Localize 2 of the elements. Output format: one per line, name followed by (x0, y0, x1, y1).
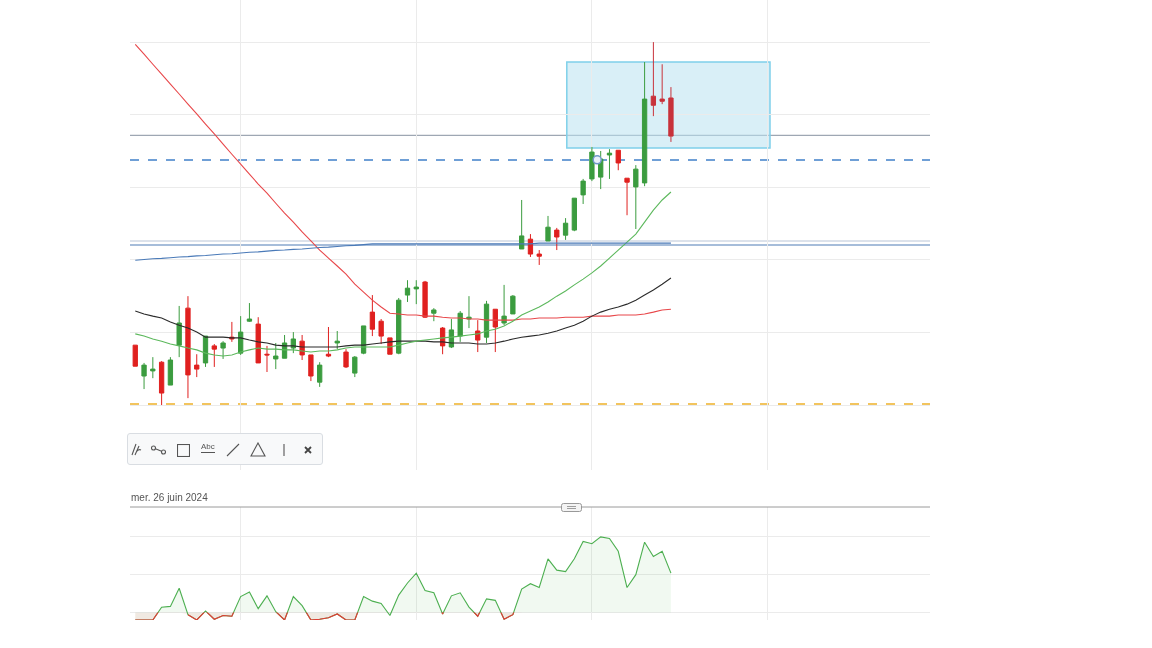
drawing-toolbar: Abc (127, 433, 323, 465)
text: mer. 26 juin 2024 (131, 492, 208, 504)
